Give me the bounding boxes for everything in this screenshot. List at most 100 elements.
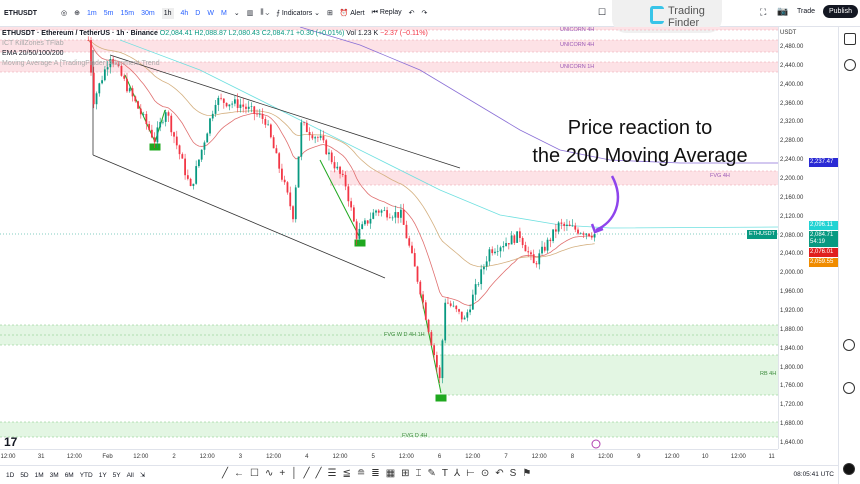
bar-style-icon[interactable]: ▥ <box>246 10 254 17</box>
brush-icon[interactable]: ✎ <box>427 468 436 479</box>
rectangle-icon[interactable]: ☐ <box>250 468 259 479</box>
undo-icon[interactable]: ↶ <box>408 10 415 17</box>
table-icon[interactable]: ⊞ <box>401 468 410 479</box>
range-3m[interactable]: 3M <box>49 471 59 479</box>
candle-body <box>142 113 145 115</box>
cross-line-icon[interactable]: + <box>279 468 286 479</box>
time-tick: 12:00 <box>0 454 16 460</box>
templates-icon[interactable]: ⊞ <box>327 10 333 17</box>
candle-body <box>305 122 308 133</box>
symbol-search[interactable]: ETHUSDT <box>4 9 38 17</box>
ray-icon[interactable]: ╱ <box>303 468 310 479</box>
event-icon[interactable] <box>591 439 601 449</box>
camera-icon[interactable]: 📷 <box>777 6 789 16</box>
range-1m[interactable]: 1M <box>34 471 44 479</box>
compare-icon[interactable]: ◎ <box>61 10 68 17</box>
candle-body <box>311 135 314 139</box>
candle-body <box>419 281 422 295</box>
zone-label: RB 4H <box>760 371 777 377</box>
range-6m[interactable]: 6M <box>64 471 74 479</box>
annotation-line-2: the 200 Moving Average <box>532 145 748 167</box>
fib-icon[interactable]: ☰ <box>327 468 337 479</box>
candle-style-icon[interactable]: ⫼ ⌄ <box>260 9 270 16</box>
tf-15m[interactable]: 15m <box>120 9 135 17</box>
candle-body <box>532 254 535 264</box>
clock[interactable]: 08:05:41 UTC <box>793 471 834 478</box>
add-symbol-icon[interactable]: ⊕ <box>74 10 80 17</box>
tf-4h[interactable]: 4h <box>180 9 189 17</box>
fib-fan-icon[interactable]: ≦ <box>342 468 351 479</box>
redo-icon[interactable]: ↷ <box>421 10 428 17</box>
chat-icon[interactable] <box>843 339 855 351</box>
arc-icon[interactable]: ↶ <box>495 468 504 479</box>
candle-body <box>92 72 95 105</box>
goto-date-icon[interactable]: ⇲ <box>139 472 146 479</box>
replay-button[interactable]: ⏮ Replay <box>372 9 402 17</box>
extended-line-icon[interactable]: ╱ <box>315 468 322 479</box>
indicator-ma[interactable]: Moving Average A [TradingFinder] Alignme… <box>2 60 160 67</box>
annotation-line-1: Price reaction to <box>567 117 713 139</box>
price-tag-ema50: 2,059.55 <box>809 258 838 267</box>
tf-30m[interactable]: 30m <box>141 9 155 17</box>
price-tick: 2,160.00 <box>780 194 804 201</box>
candle-body <box>220 97 222 99</box>
horizontal-ray-icon[interactable]: ← <box>234 468 245 479</box>
unicorn-zone-2 <box>0 40 778 52</box>
pitchfork-icon[interactable]: ≘ <box>356 468 366 479</box>
range-ytd[interactable]: YTD <box>79 471 93 479</box>
price-tag-ema20: 2,076.01 <box>809 248 838 257</box>
grid-icon[interactable]: ▦ <box>385 468 396 479</box>
alert-button[interactable]: ⏰ Alert <box>340 9 365 17</box>
channel-icon[interactable]: ≣ <box>371 468 380 479</box>
candle-body <box>170 115 173 133</box>
tf-1m[interactable]: 1m <box>86 9 97 17</box>
price-axis[interactable]: USDT 2,480.00 2,440.00 2,400.00 2,360.00 2,3… <box>778 27 838 449</box>
indicator-killzones[interactable]: ICT KillZones TFlab <box>2 40 64 47</box>
ideas-icon[interactable] <box>843 382 855 394</box>
alarm-clock-icon[interactable] <box>843 59 856 71</box>
measure-icon[interactable]: ⌶ <box>415 468 422 479</box>
path-icon[interactable]: ∿ <box>265 468 274 479</box>
chevron-down-icon[interactable]: ⌄ <box>233 10 240 17</box>
time-axis[interactable]: 12:00 31 12:00 Feb 12:00 2 12:00 3 12:00 4 12:00 5 1… <box>0 449 778 465</box>
candle-body <box>485 261 488 267</box>
tf-1h[interactable]: 1h <box>161 7 174 19</box>
trendline-icon[interactable]: ╱ <box>222 468 229 479</box>
tf-5m[interactable]: 5m <box>103 9 114 17</box>
layout-icon[interactable]: ☐ <box>598 7 607 17</box>
candle-body <box>397 212 400 218</box>
tf-d[interactable]: D <box>195 9 201 17</box>
candle-body <box>518 231 521 238</box>
range-5y[interactable]: 5Y <box>112 471 121 479</box>
right-sidebar <box>838 27 860 484</box>
candle-body <box>571 225 574 227</box>
candle-body <box>480 269 483 285</box>
candle-body <box>560 222 563 224</box>
symbol-title: ETHUSDT · Ethereum / TetherUS · 1h · Bin… <box>2 30 158 37</box>
vertical-line-icon[interactable]: │ <box>291 468 298 479</box>
candle-body <box>391 217 394 219</box>
tf-m[interactable]: M <box>220 9 227 17</box>
range-1d[interactable]: 1D <box>6 471 15 479</box>
range-5d[interactable]: 5D <box>20 471 29 479</box>
fullscreen-icon[interactable]: ⛶ <box>760 7 767 17</box>
candle-body <box>267 124 269 126</box>
publish-button[interactable]: Publish <box>823 5 858 18</box>
trade-button[interactable]: Trade <box>797 8 816 15</box>
tf-w[interactable]: W <box>207 9 214 17</box>
long-position-icon[interactable]: ⅄ <box>454 468 461 479</box>
circle-icon[interactable]: ⊙ <box>480 468 490 479</box>
indicators-button[interactable]: ⨍ Indicators ⌄ <box>276 10 321 17</box>
chart-canvas[interactable]: Price reaction to the 200 Moving Average… <box>0 27 778 449</box>
range-icon[interactable]: ⊢ <box>466 468 475 479</box>
apps-icon[interactable] <box>843 463 855 475</box>
range-1y[interactable]: 1Y <box>98 471 107 479</box>
curve-icon[interactable]: S <box>509 468 517 479</box>
flag-icon[interactable]: ⚑ <box>522 468 532 479</box>
range-all[interactable]: All <box>126 471 134 479</box>
tradingview-logo: 17 <box>4 435 18 449</box>
text-icon[interactable]: T <box>441 468 449 479</box>
watchlist-icon[interactable] <box>843 33 856 45</box>
indicator-ema[interactable]: EMA 20/50/100/200 <box>2 50 64 57</box>
currency-select[interactable]: USDT <box>780 30 797 36</box>
